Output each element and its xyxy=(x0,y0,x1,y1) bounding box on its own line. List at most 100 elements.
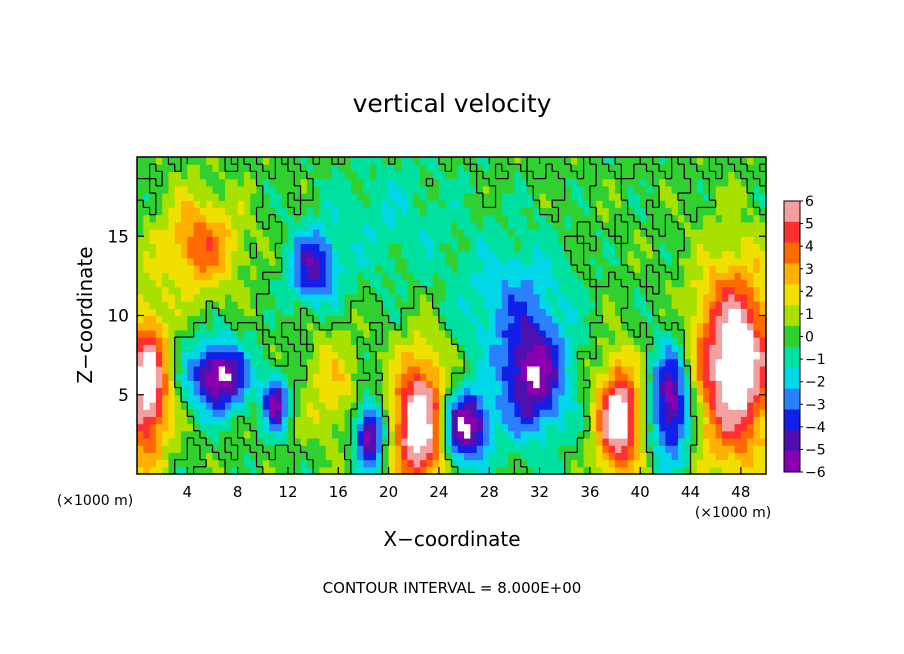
heatmap-cell xyxy=(287,178,295,187)
heatmap-cell xyxy=(445,416,453,425)
heatmap-cell xyxy=(451,236,459,245)
heatmap-cell xyxy=(426,301,434,309)
heatmap-cell xyxy=(640,279,648,288)
heatmap-cell xyxy=(262,185,270,194)
heatmap-cell xyxy=(520,157,528,165)
heatmap-cell xyxy=(350,221,358,230)
heatmap-cell xyxy=(407,301,415,309)
heatmap-cell xyxy=(394,265,402,273)
heatmap-cell xyxy=(306,344,314,353)
heatmap-cell xyxy=(627,178,635,187)
heatmap-cell xyxy=(269,430,276,439)
heatmap-cell xyxy=(143,394,151,403)
heatmap-cell xyxy=(470,178,478,187)
heatmap-cell xyxy=(564,329,572,338)
heatmap-cell xyxy=(250,423,258,432)
heatmap-cell xyxy=(495,286,503,295)
heatmap-cell xyxy=(275,308,283,317)
heatmap-cell xyxy=(696,214,704,223)
heatmap-cell xyxy=(382,358,390,367)
heatmap-cell xyxy=(684,178,692,187)
heatmap-cell xyxy=(759,430,766,439)
heatmap-cell xyxy=(225,452,232,461)
heatmap-cell xyxy=(300,265,308,273)
heatmap-cell xyxy=(137,416,144,425)
heatmap-cell xyxy=(451,229,459,237)
heatmap-cell xyxy=(583,265,591,273)
heatmap-cell xyxy=(526,157,534,165)
heatmap-cell xyxy=(747,409,755,417)
heatmap-cell xyxy=(514,430,522,439)
heatmap-cell xyxy=(319,401,327,410)
heatmap-cell xyxy=(300,437,308,446)
heatmap-cell xyxy=(533,459,541,468)
heatmap-cell xyxy=(369,445,377,453)
heatmap-cell xyxy=(243,416,251,425)
heatmap-cell xyxy=(306,250,314,259)
heatmap-cell xyxy=(747,437,755,446)
heatmap-cell xyxy=(319,193,327,201)
heatmap-cell xyxy=(464,164,471,172)
heatmap-cell xyxy=(243,452,251,461)
heatmap-cell xyxy=(646,423,654,432)
heatmap-cell xyxy=(759,409,766,417)
heatmap-cell xyxy=(514,344,522,353)
heatmap-cell xyxy=(344,315,352,324)
heatmap-cell xyxy=(350,200,358,209)
heatmap-cell xyxy=(438,193,446,201)
heatmap-cell xyxy=(759,257,766,266)
heatmap-cell xyxy=(199,445,207,453)
heatmap-cell xyxy=(482,387,490,396)
heatmap-cell xyxy=(633,416,641,425)
heatmap-cell xyxy=(734,272,742,281)
heatmap-cell xyxy=(734,286,742,295)
heatmap-cell xyxy=(199,351,207,360)
heatmap-cell xyxy=(382,250,390,259)
heatmap-cell xyxy=(313,221,321,230)
heatmap-cell xyxy=(734,293,742,302)
heatmap-cell xyxy=(262,409,270,417)
heatmap-cell xyxy=(759,401,766,410)
heatmap-cell xyxy=(721,214,729,223)
heatmap-cell xyxy=(464,193,471,201)
heatmap-cell xyxy=(420,272,427,281)
heatmap-cell xyxy=(571,423,578,432)
heatmap-cell xyxy=(621,351,629,360)
heatmap-cell xyxy=(659,401,666,410)
heatmap-cell xyxy=(143,466,151,474)
heatmap-cell xyxy=(652,193,660,201)
heatmap-cell xyxy=(552,466,560,474)
heatmap-cell xyxy=(181,279,188,288)
heatmap-cell xyxy=(652,394,660,403)
heatmap-cell xyxy=(363,459,371,468)
heatmap-cell xyxy=(514,308,522,317)
heatmap-cell xyxy=(143,373,151,381)
heatmap-cell xyxy=(696,157,704,165)
heatmap-cell xyxy=(457,236,465,245)
heatmap-cell xyxy=(464,459,471,468)
heatmap-cell xyxy=(394,373,402,381)
heatmap-cell xyxy=(401,293,409,302)
heatmap-cell xyxy=(615,358,622,367)
heatmap-cell xyxy=(652,466,660,474)
heatmap-cell xyxy=(420,185,427,194)
heatmap-cell xyxy=(715,387,723,396)
heatmap-cell xyxy=(615,200,622,209)
heatmap-cell xyxy=(350,171,358,180)
heatmap-cell xyxy=(262,365,270,374)
heatmap-cell xyxy=(225,373,232,381)
heatmap-cell xyxy=(155,293,163,302)
heatmap-cell xyxy=(313,207,321,216)
heatmap-cell xyxy=(174,445,182,453)
heatmap-cell xyxy=(199,358,207,367)
heatmap-cell xyxy=(608,373,616,381)
heatmap-cell xyxy=(508,265,515,273)
heatmap-cell xyxy=(759,178,766,187)
heatmap-cell xyxy=(552,430,560,439)
heatmap-cell xyxy=(621,373,629,381)
heatmap-cell xyxy=(558,322,566,331)
heatmap-cell xyxy=(501,207,509,216)
heatmap-cell xyxy=(451,337,459,345)
heatmap-cell xyxy=(753,423,761,432)
heatmap-cell xyxy=(187,257,195,266)
